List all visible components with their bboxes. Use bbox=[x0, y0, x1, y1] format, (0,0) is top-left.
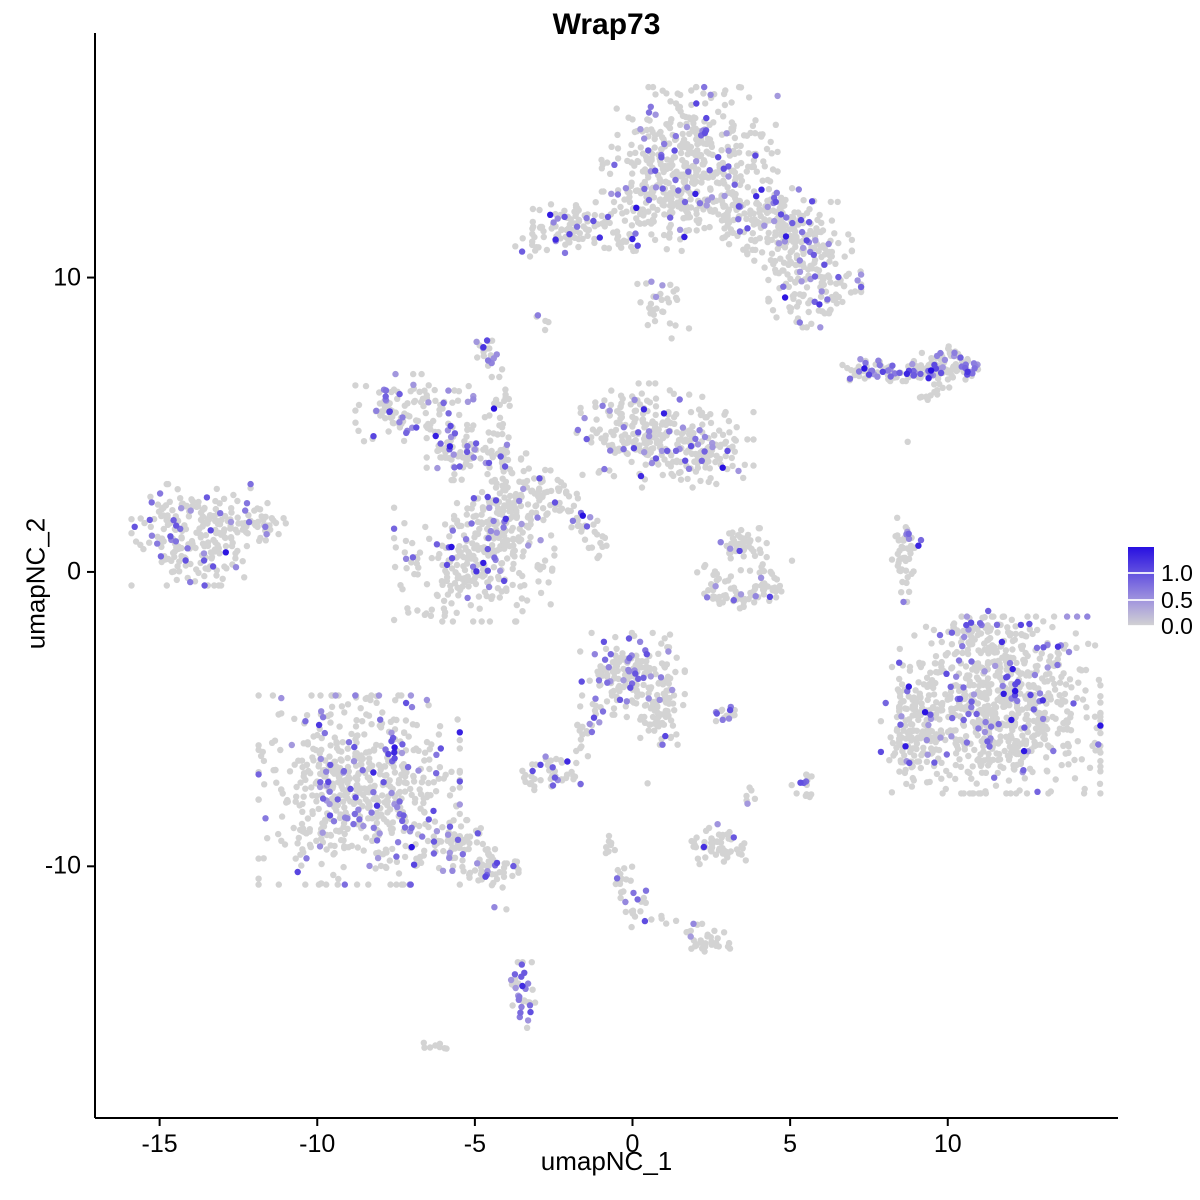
x-tick-label: 10 bbox=[933, 1130, 962, 1158]
legend-tick bbox=[1128, 598, 1154, 601]
plot-title: Wrap73 bbox=[552, 8, 661, 41]
x-tick-label: 0 bbox=[625, 1130, 640, 1158]
y-tick-label: 10 bbox=[53, 263, 81, 292]
y-tick-label: 0 bbox=[67, 557, 81, 586]
legend-label: 1.0 bbox=[1161, 560, 1193, 587]
x-tick-label: -5 bbox=[463, 1130, 486, 1158]
grey-points bbox=[128, 83, 1104, 1052]
x-tick-label: 5 bbox=[783, 1130, 798, 1158]
y-tick-label: -10 bbox=[44, 851, 81, 880]
legend-tick bbox=[1128, 572, 1154, 575]
x-tick-label: -15 bbox=[141, 1130, 178, 1158]
legend-label: 0.5 bbox=[1161, 586, 1193, 613]
legend-label: 0.0 bbox=[1161, 613, 1193, 639]
y-axis-title: umapNC_2 bbox=[20, 517, 51, 650]
legend-tick bbox=[1128, 625, 1154, 627]
legend-gradient-bar bbox=[1128, 547, 1154, 626]
expression-points bbox=[131, 83, 1104, 1024]
x-axis-title: umapNC_1 bbox=[540, 1146, 673, 1176]
x-tick-label: -10 bbox=[299, 1130, 336, 1158]
